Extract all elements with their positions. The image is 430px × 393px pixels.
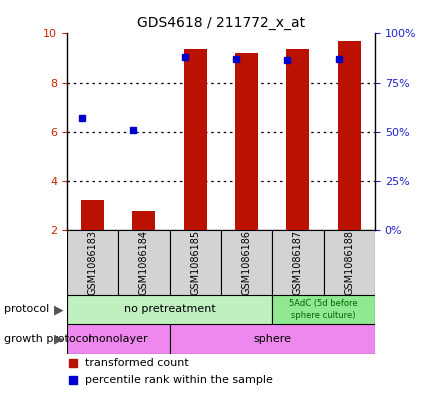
Bar [132,211,155,230]
Bar [81,200,104,230]
Text: sphere: sphere [253,334,291,344]
Title: GDS4618 / 211772_x_at: GDS4618 / 211772_x_at [136,16,304,29]
Bar [286,50,309,230]
Text: no pretreatment: no pretreatment [123,305,215,314]
Text: GSM1086187: GSM1086187 [292,230,302,295]
Text: GSM1086185: GSM1086185 [190,230,200,295]
Text: GSM1086188: GSM1086188 [344,230,353,295]
Text: GSM1086184: GSM1086184 [138,230,148,295]
Bar [220,230,272,295]
Text: protocol: protocol [4,305,49,314]
Bar [272,230,323,295]
Text: ▶: ▶ [54,332,64,345]
Bar [337,41,360,230]
Text: monolayer: monolayer [88,334,147,344]
Bar [183,50,206,230]
Bar [169,230,220,295]
Text: transformed count: transformed count [85,358,189,367]
Bar [67,295,272,324]
Bar [323,230,374,295]
Text: GSM1086183: GSM1086183 [87,230,97,295]
Bar [272,295,374,324]
Text: percentile rank within the sample: percentile rank within the sample [85,375,273,385]
Text: 5AdC (5d before
sphere culture): 5AdC (5d before sphere culture) [289,299,357,320]
Bar [118,230,169,295]
Bar [67,324,169,354]
Text: growth protocol: growth protocol [4,334,92,344]
Bar [67,230,118,295]
Text: ▶: ▶ [54,303,64,316]
Text: GSM1086186: GSM1086186 [241,230,251,295]
Bar [234,53,258,230]
Bar [169,324,374,354]
